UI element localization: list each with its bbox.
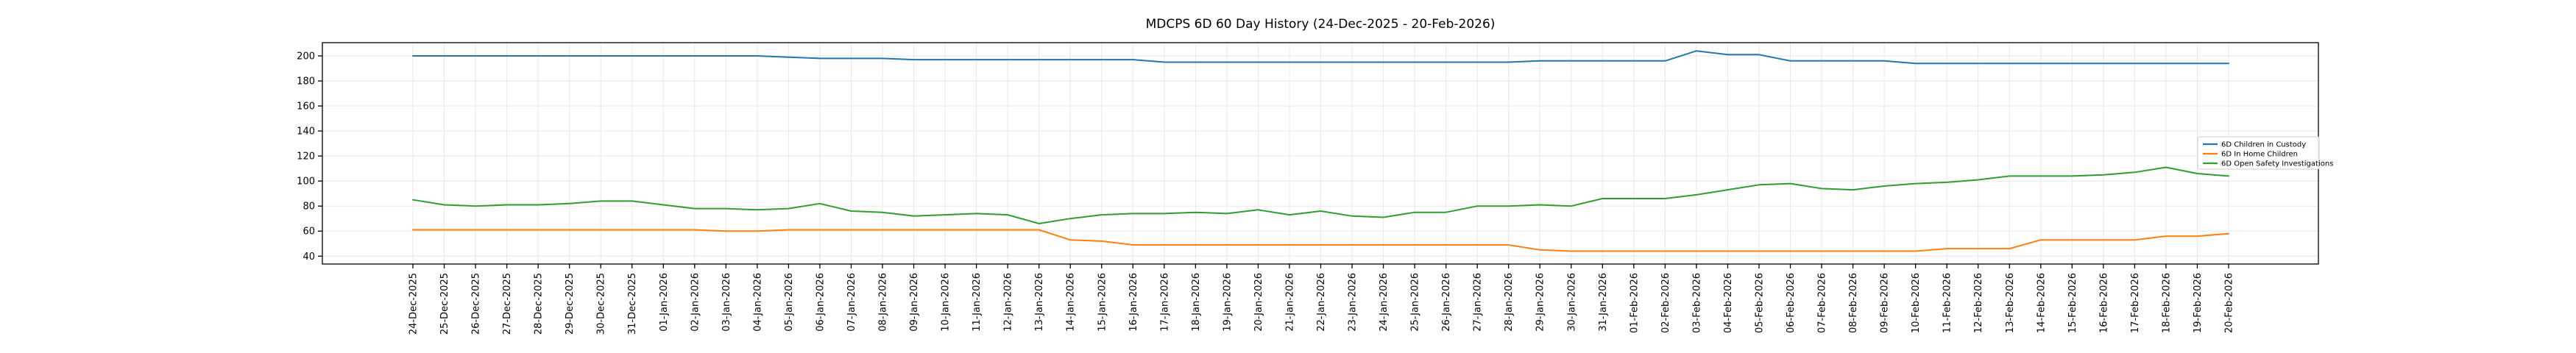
x-tick-label: 07-Jan-2026 [846, 273, 857, 332]
y-tick-label: 160 [297, 101, 315, 113]
x-tick-label: 03-Jan-2026 [721, 273, 732, 332]
x-tick-label: 14-Feb-2026 [2036, 273, 2047, 333]
x-tick-label: 20-Feb-2026 [2224, 273, 2235, 333]
x-tick-label: 25-Dec-2025 [439, 273, 450, 335]
x-tick-label: 26-Dec-2025 [471, 273, 482, 335]
x-tick-label: 12-Jan-2026 [1003, 273, 1014, 332]
x-tick-label: 24-Dec-2025 [408, 273, 420, 335]
series-line [412, 50, 2229, 65]
x-tick-label: 21-Jan-2026 [1284, 273, 1295, 332]
x-tick-label: 28-Dec-2025 [534, 273, 545, 335]
x-tick-label: 18-Jan-2026 [1191, 273, 1202, 332]
x-tick-label: 01-Jan-2026 [659, 273, 670, 332]
legend-entry-label: 6D Open Safety Investigations [2221, 160, 2333, 168]
x-tick-label: 23-Jan-2026 [1348, 273, 1359, 332]
x-tick-label: 30-Dec-2025 [596, 273, 607, 335]
legend-entry-label: 6D In Home Children [2221, 151, 2298, 159]
x-tick-label: 10-Jan-2026 [941, 273, 952, 332]
x-tick-label: 01-Feb-2026 [1629, 273, 1640, 333]
x-tick-label: 02-Feb-2026 [1660, 273, 1671, 333]
x-tick-label: 25-Jan-2026 [1410, 273, 1421, 332]
x-tick-label: 11-Feb-2026 [1942, 273, 1953, 333]
x-tick-label: 09-Feb-2026 [1880, 273, 1891, 333]
x-tick-label: 20-Jan-2026 [1253, 273, 1264, 332]
x-tick-label: 18-Feb-2026 [2161, 273, 2172, 333]
x-tick-label: 17-Jan-2026 [1159, 273, 1170, 332]
x-tick-label: 31-Jan-2026 [1598, 273, 1609, 332]
grid-layer [322, 43, 2318, 264]
x-tick-label: 22-Jan-2026 [1316, 273, 1327, 332]
x-tick-label: 17-Feb-2026 [2130, 273, 2141, 333]
y-tick-label: 80 [302, 202, 315, 213]
axis-layer: 40 60 80 100 120 140 160 180 200 24-Dec-2025 25-De… [297, 42, 2319, 335]
x-tick-label: 06-Jan-2026 [815, 273, 826, 332]
y-tick-label: 100 [297, 176, 315, 188]
x-tick-label: 26-Jan-2026 [1441, 273, 1452, 332]
y-tick-label: 120 [297, 151, 315, 163]
y-tick-label: 140 [297, 126, 315, 138]
series-line [412, 229, 2229, 252]
y-tick-label: 180 [297, 76, 315, 88]
x-tick-label: 19-Jan-2026 [1222, 273, 1233, 332]
x-tick-label: 12-Feb-2026 [1973, 273, 1984, 333]
legend: 6D Children in Custody 6D In Home Childre… [2197, 136, 2333, 170]
x-tick-label: 29-Jan-2026 [1535, 273, 1546, 332]
x-tick-label: 02-Jan-2026 [690, 273, 701, 332]
legend-box [2197, 136, 2320, 170]
x-tick-label: 05-Feb-2026 [1754, 273, 1765, 333]
x-tick-label: 27-Jan-2026 [1473, 273, 1484, 332]
x-tick-label: 19-Feb-2026 [2193, 273, 2204, 333]
x-tick-label: 24-Jan-2026 [1379, 273, 1390, 332]
x-tick-label: 10-Feb-2026 [1911, 273, 1922, 333]
x-tick-label: 15-Jan-2026 [1097, 273, 1108, 332]
y-tick-label: 200 [297, 51, 315, 63]
chart-title: MDCPS 6D 60 Day History (24-Dec-2025 - 2… [1146, 17, 1496, 32]
x-tick-label: 03-Feb-2026 [1691, 273, 1702, 333]
x-tick-label: 08-Feb-2026 [1848, 273, 1859, 333]
x-tick-label: 31-Dec-2025 [627, 273, 638, 335]
x-tick-label: 16-Jan-2026 [1128, 273, 1139, 332]
x-tick-label: 05-Jan-2026 [784, 273, 795, 332]
x-tick-label: 08-Jan-2026 [878, 273, 889, 332]
x-tick-label: 15-Feb-2026 [2067, 273, 2078, 333]
x-tick-label: 04-Jan-2026 [752, 273, 763, 332]
x-tick-label: 13-Jan-2026 [1034, 273, 1045, 332]
x-tick-label: 07-Feb-2026 [1817, 273, 1828, 333]
x-tick-label: 29-Dec-2025 [565, 273, 576, 335]
x-tick-label: 09-Jan-2026 [909, 273, 920, 332]
x-tick-label: 14-Jan-2026 [1066, 273, 1077, 332]
x-tick-label: 11-Jan-2026 [972, 273, 983, 332]
x-tick-label: 04-Feb-2026 [1723, 273, 1734, 333]
x-tick-label: 06-Feb-2026 [1786, 273, 1797, 333]
legend-entry-label: 6D Children in Custody [2221, 141, 2306, 149]
x-tick-label: 30-Jan-2026 [1566, 273, 1577, 332]
series-line [412, 166, 2229, 224]
series-layer [412, 50, 2229, 252]
y-tick-label: 60 [302, 227, 315, 238]
x-tick-label: 27-Dec-2025 [502, 273, 513, 335]
x-tick-label: 28-Jan-2026 [1504, 273, 1515, 332]
y-tick-label: 40 [302, 252, 315, 263]
x-tick-label: 16-Feb-2026 [2098, 273, 2109, 333]
x-tick-label: 13-Feb-2026 [2005, 273, 2016, 333]
